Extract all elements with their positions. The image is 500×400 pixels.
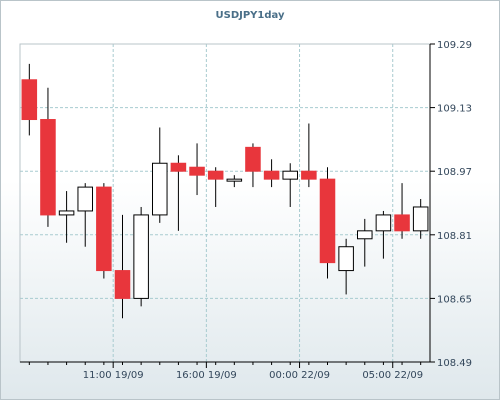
candle-up: [282, 170, 298, 180]
y-tick-label: 108.81: [437, 231, 472, 242]
candle-down: [21, 79, 38, 121]
y-tick-label: 108.97: [437, 167, 472, 178]
candle-down: [40, 119, 56, 216]
y-tick-label: 108.49: [437, 358, 472, 369]
x-tick-label: 05:00 22/09: [362, 370, 423, 381]
candle-down: [301, 170, 317, 180]
x-axis: 11:00 19/09 16:00 19/09 00:00 22/09 05:00 2…: [20, 361, 430, 381]
candle-down: [319, 178, 336, 264]
candle-up: [226, 178, 243, 182]
x-tick-label: 00:00 22/09: [269, 370, 330, 381]
candle-down: [245, 146, 261, 172]
candle-up: [412, 206, 429, 232]
x-tick-label: 16:00 19/09: [176, 370, 237, 381]
candle-up: [77, 186, 93, 212]
candle-up: [133, 214, 149, 299]
candle-up: [152, 162, 168, 216]
bodies-group: [21, 79, 429, 299]
candle-down: [394, 214, 410, 232]
candle-up: [375, 214, 392, 232]
x-tick-label: 11:00 19/09: [83, 370, 144, 381]
candle-down: [263, 170, 280, 180]
candle-up: [338, 246, 354, 272]
candle-up: [58, 210, 75, 216]
candle-down: [96, 186, 112, 272]
candle-down: [189, 166, 205, 176]
y-tick-label: 108.65: [437, 294, 472, 305]
candle-down: [170, 162, 187, 172]
candle-up: [357, 230, 373, 240]
y-tick-label: 109.29: [437, 40, 472, 51]
candle-down: [114, 270, 131, 299]
y-axis: 109.29 109.13 108.97 108.81 108.65 108.49: [429, 40, 472, 369]
chart-title: USDJPY1day: [215, 10, 285, 21]
y-tick-label: 109.13: [437, 104, 472, 115]
candle-down: [207, 170, 224, 180]
